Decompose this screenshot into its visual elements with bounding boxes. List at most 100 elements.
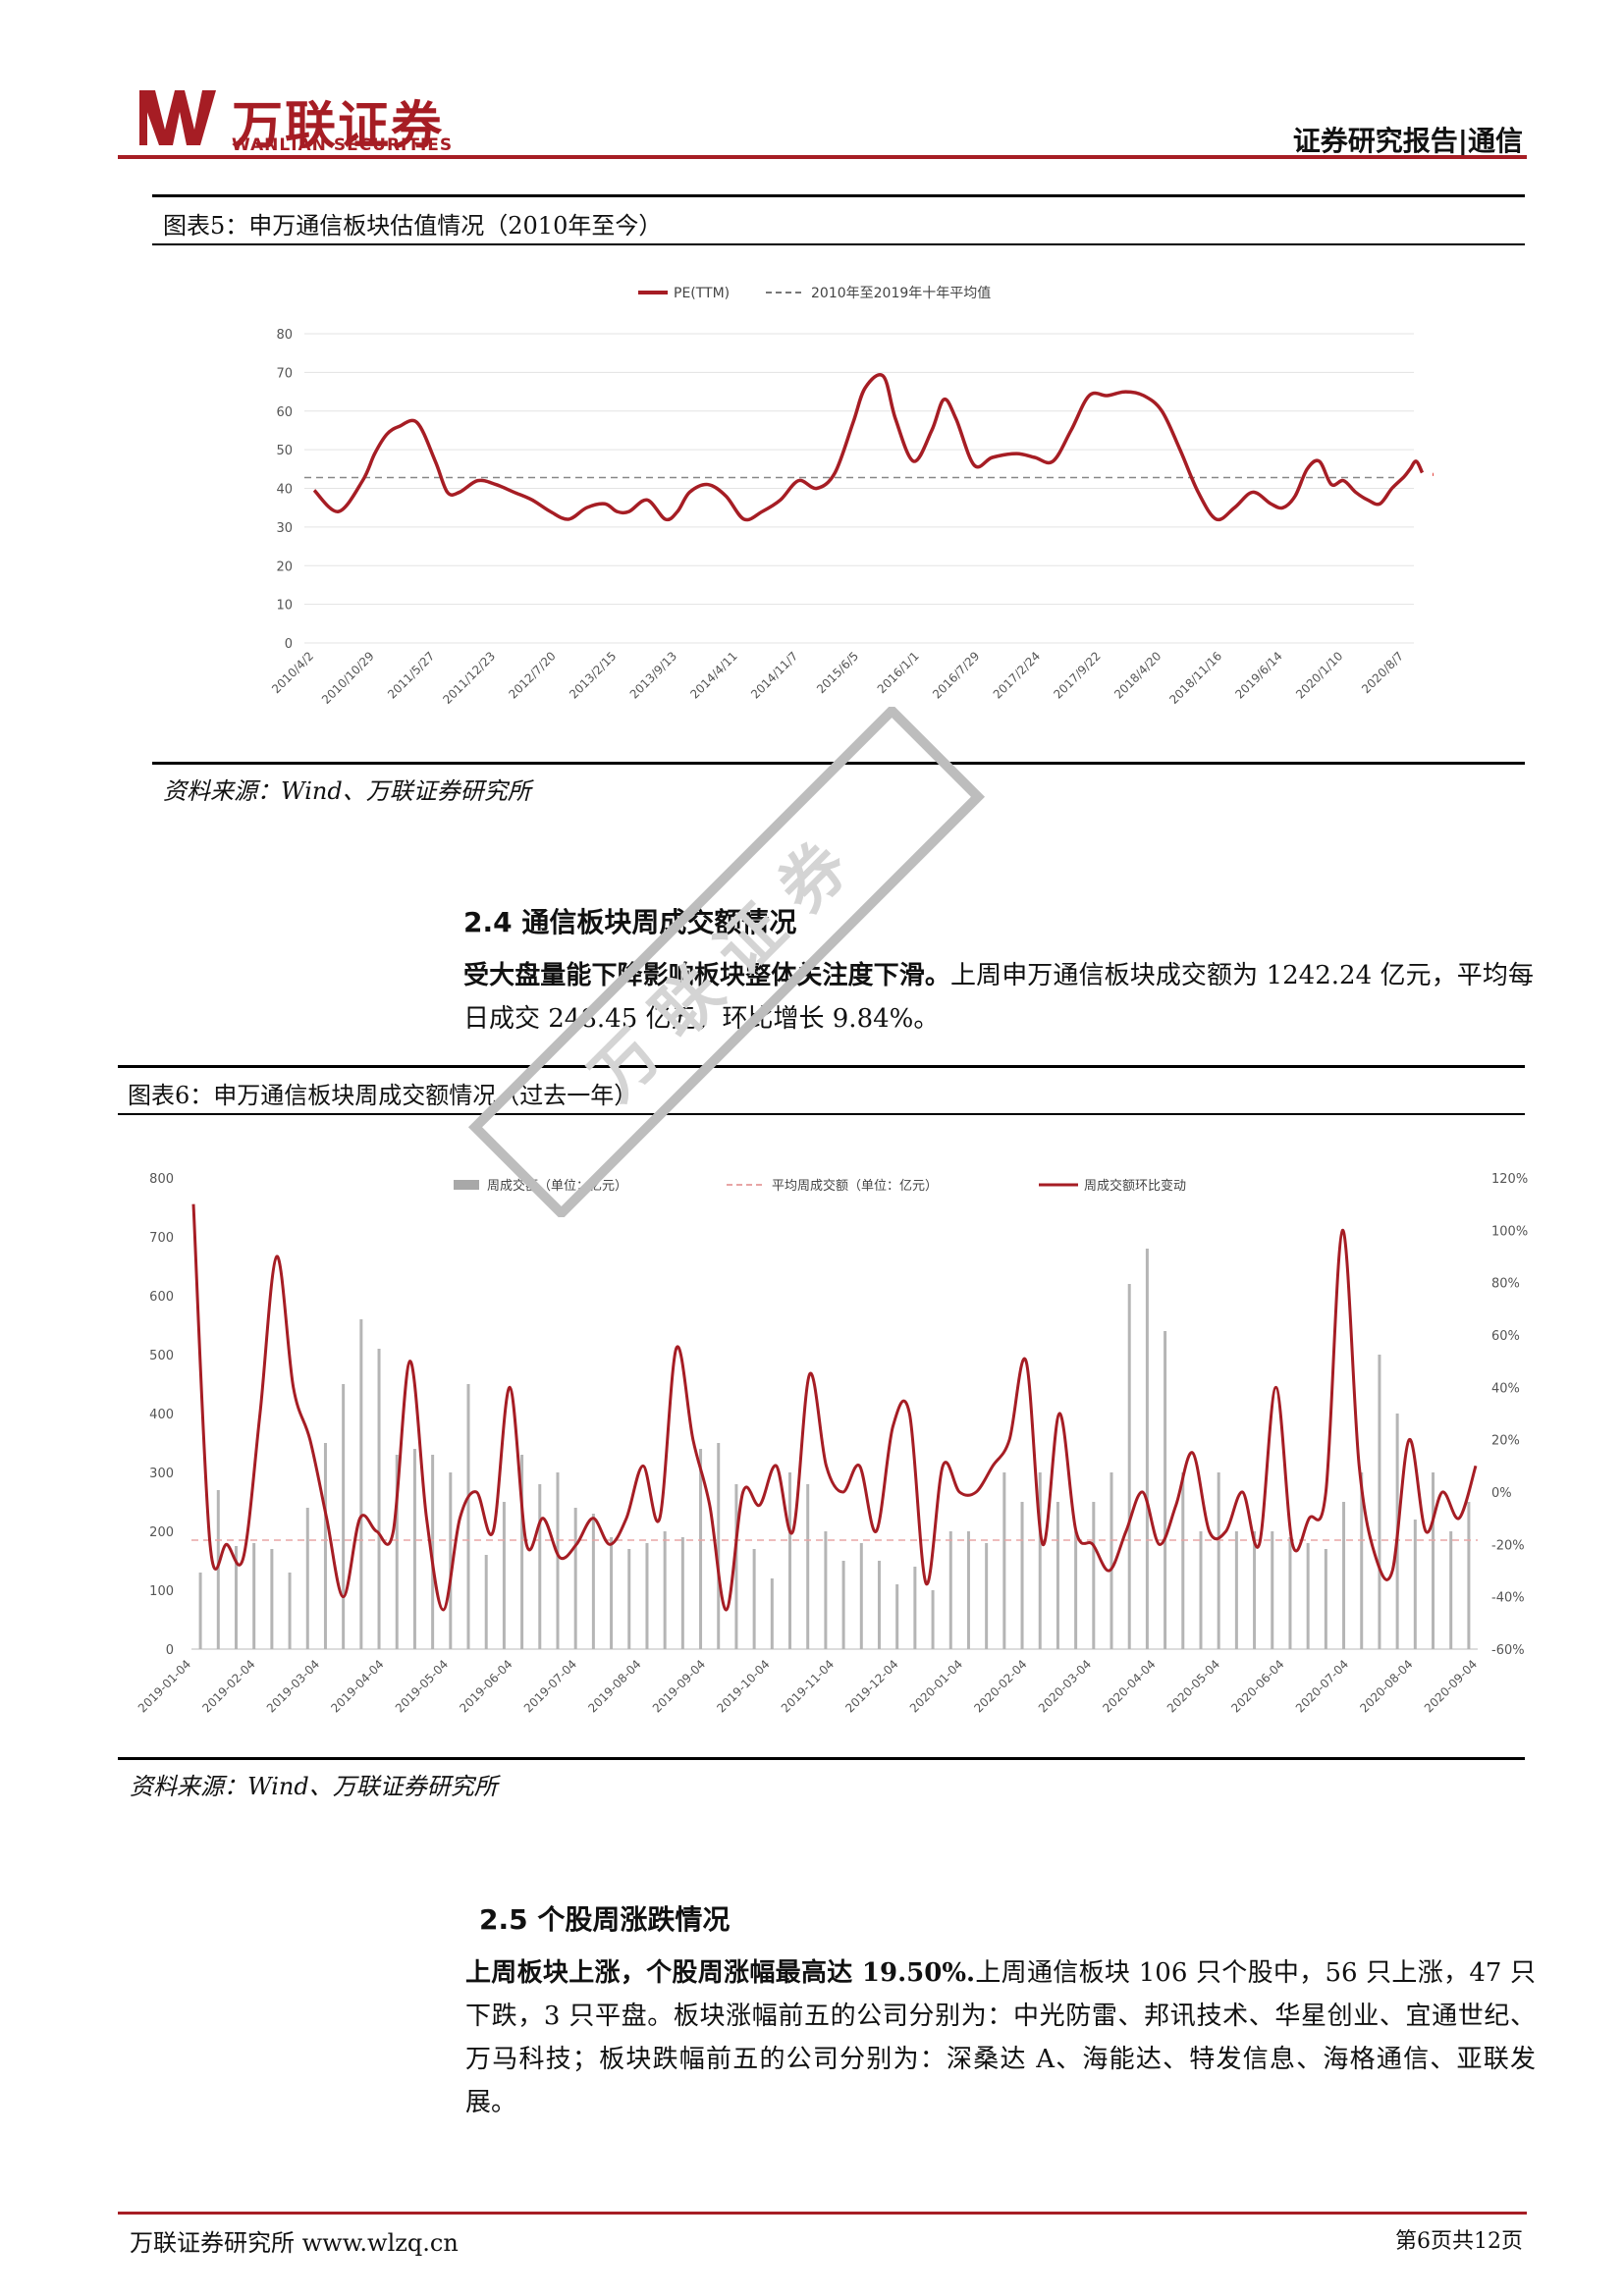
turnover-bar <box>305 1508 309 1649</box>
y-tick-label: 100 <box>149 1584 174 1599</box>
turnover-bar <box>734 1484 738 1649</box>
turnover-bar <box>1288 1537 1292 1649</box>
section-2-4-paragraph: 受大盘量能下降影响板块整体关注度下滑。上周申万通信板块成交额为 1242.24 … <box>463 954 1534 1041</box>
legend-label-change: 周成交额环比变动 <box>1084 1178 1186 1194</box>
turnover-bar <box>412 1449 416 1649</box>
figure5-source: 资料来源：Wind、万联证券研究所 <box>163 777 531 805</box>
y-tick-label: 40 <box>276 483 293 498</box>
turnover-bar <box>1038 1472 1042 1649</box>
turnover-bar <box>1253 1531 1257 1649</box>
y2-tick-label: -40% <box>1491 1591 1525 1606</box>
report-label: 证券研究报告|通信 <box>1292 125 1523 157</box>
legend-label-pe: PE(TTM) <box>674 286 730 301</box>
y2-tick-label: 60% <box>1491 1329 1520 1344</box>
x-tick-label: 2010/4/2 <box>269 649 316 696</box>
turnover-bar <box>395 1455 399 1649</box>
turnover-bar <box>1020 1502 1024 1649</box>
turnover-bar <box>985 1543 989 1649</box>
pe-ttm-line <box>312 373 1425 522</box>
turnover-bar <box>948 1531 952 1649</box>
x-tick-label: 2016/7/29 <box>930 649 982 701</box>
turnover-bar <box>1378 1355 1381 1649</box>
x-tick-label: 2014/4/11 <box>687 649 739 701</box>
y-tick-label: 10 <box>276 599 293 614</box>
x-tick-label: 2011/12/23 <box>440 649 498 707</box>
turnover-bar <box>1467 1502 1471 1649</box>
x-tick-label: 2019-09-04 <box>650 1657 708 1715</box>
turnover-bar <box>484 1555 488 1649</box>
turnover-bar <box>610 1537 614 1649</box>
figure6-top-rule <box>118 1065 1525 1068</box>
turnover-bar <box>1342 1502 1346 1649</box>
logo-text-cn: 万联证券 <box>232 97 445 156</box>
turnover-bar <box>895 1584 899 1649</box>
y-tick-label: 500 <box>149 1349 174 1363</box>
turnover-bar <box>502 1502 506 1649</box>
turnover-bar <box>1056 1502 1059 1649</box>
turnover-bar <box>1002 1472 1006 1649</box>
figure6-caption-rule <box>118 1113 1525 1115</box>
turnover-bar <box>520 1455 524 1649</box>
section-2-5-paragraph: 上周板块上涨，个股周涨幅最高达 19.50%.上周通信板块 106 只个股中，5… <box>465 1951 1536 2124</box>
y-tick-label: 80 <box>276 328 293 343</box>
weekly-change-line <box>191 1203 1478 1612</box>
x-tick-label: 2011/5/27 <box>385 649 437 701</box>
y-tick-label: 70 <box>276 366 293 381</box>
turnover-bar <box>645 1543 649 1649</box>
y-tick-label: 60 <box>276 405 293 420</box>
turnover-bar <box>1217 1472 1220 1649</box>
turnover-bar <box>1234 1531 1238 1649</box>
x-tick-label: 2019-05-04 <box>393 1657 451 1715</box>
turnover-bar <box>877 1561 881 1649</box>
x-tick-label: 2019-03-04 <box>264 1657 322 1715</box>
figure5-chart: PE(TTM) 2010年至2019年十年平均值 0 10 20 30 40 50 60 70 80… <box>269 286 1435 707</box>
figure5-caption: 图表5：申万通信板块估值情况（2010年至今） <box>163 212 663 240</box>
turnover-bar <box>538 1484 542 1649</box>
footer-left: 万联证券研究所 www.wlzq.cn <box>130 2229 459 2257</box>
x-tick-label: 2014/11/7 <box>748 649 800 701</box>
x-tick-label: 2019-08-04 <box>585 1657 643 1715</box>
figure6-chart: 0 100 200 300 400 500 600 700 800 -60% -40% -20% 0% 2… <box>137 1172 1528 1715</box>
section-2-4-text: 上周申万通信板块成交额为 1242.24 亿元，平均每日成交 248.45 亿元… <box>463 961 1534 1034</box>
turnover-bar <box>1074 1531 1078 1649</box>
y-tick-label: 300 <box>149 1467 174 1481</box>
turnover-bar <box>1324 1549 1327 1649</box>
y2-tick-label: 100% <box>1491 1224 1528 1239</box>
turnover-bar <box>859 1543 863 1649</box>
turnover-bar <box>234 1546 238 1649</box>
turnover-bar <box>1092 1502 1096 1649</box>
turnover-bar <box>252 1543 256 1649</box>
turnover-bar <box>1181 1472 1185 1649</box>
x-tick-label: 2013/2/15 <box>567 649 619 701</box>
turnover-bar <box>699 1449 703 1649</box>
x-tick-label: 2010/10/29 <box>319 649 377 707</box>
turnover-bar <box>377 1349 381 1649</box>
x-tick-label: 2020-02-04 <box>971 1657 1029 1715</box>
turnover-bar <box>431 1455 435 1649</box>
x-tick-label: 2019-11-04 <box>779 1657 837 1715</box>
section-2-4-lead: 受大盘量能下降影响板块整体关注度下滑。 <box>463 961 950 990</box>
page-number: 第6页共12页 <box>1395 2229 1523 2254</box>
section-2-5-title: 2.5 个股周涨跌情况 <box>479 1903 731 1936</box>
y2-tick-label: 20% <box>1491 1434 1520 1449</box>
turnover-bar <box>841 1561 845 1649</box>
x-tick-label: 2019-01-04 <box>137 1657 193 1715</box>
turnover-bar <box>627 1549 631 1649</box>
x-tick-label: 2019/6/14 <box>1232 649 1284 701</box>
y-tick-label: 50 <box>276 444 293 458</box>
section-2-5-text: 上周通信板块 106 只个股中，56 只上涨，47 只下跌，3 只平盘。板块涨幅… <box>465 1958 1536 2117</box>
last-value-label: 44.06 <box>1433 467 1435 482</box>
x-tick-label: 2020-06-04 <box>1228 1657 1286 1715</box>
x-tick-label: 2020-08-04 <box>1357 1657 1415 1715</box>
header-rule <box>118 155 1527 159</box>
legend-label-avg: 2010年至2019年十年平均值 <box>811 286 991 301</box>
turnover-bar <box>591 1514 595 1649</box>
legend-label-average: 平均周成交额（单位：亿元） <box>772 1178 938 1194</box>
figure6-caption: 图表6：申万通信板块周成交额情况（过去一年） <box>128 1082 638 1109</box>
turnover-bar <box>342 1384 346 1649</box>
watermark: 万联证券 <box>467 707 986 1217</box>
x-tick-label: 2019-07-04 <box>521 1657 579 1715</box>
x-tick-label: 2017/2/24 <box>991 649 1043 701</box>
y2-tick-label: 80% <box>1491 1277 1520 1292</box>
y2-tick-label: 120% <box>1491 1172 1528 1187</box>
